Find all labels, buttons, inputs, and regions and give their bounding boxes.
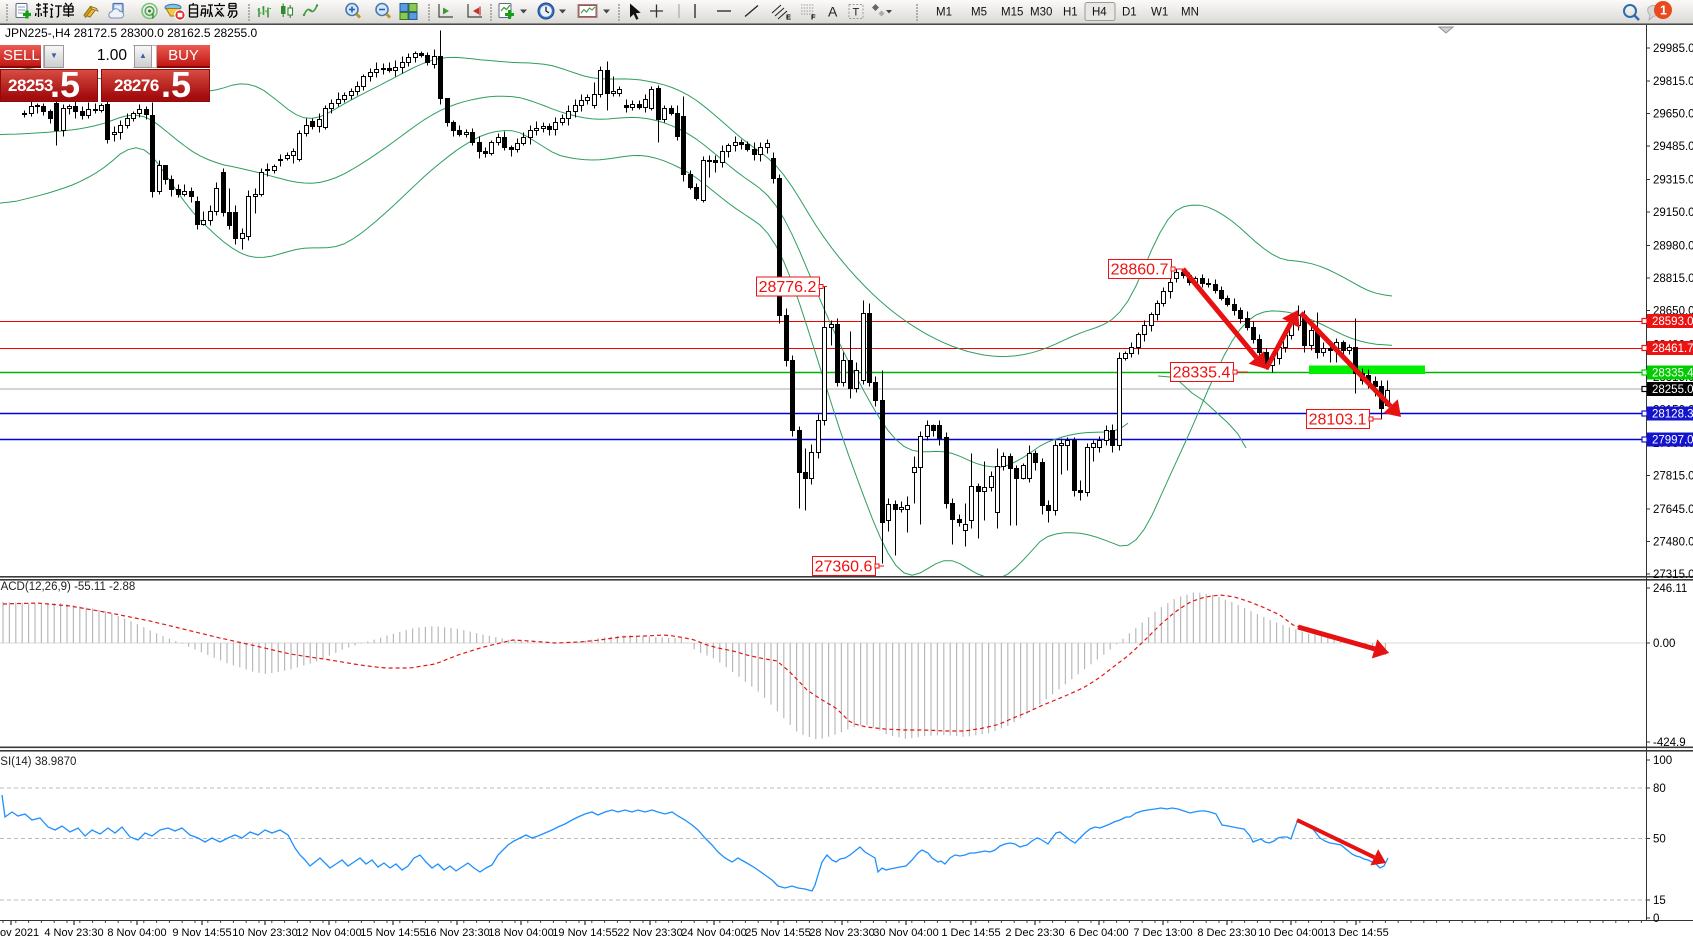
svg-text:W1: W1 xyxy=(1151,7,1168,19)
svg-text:13 Dec 14:55: 13 Dec 14:55 xyxy=(1323,927,1388,938)
svg-text:29650.0: 29650.0 xyxy=(1653,109,1693,121)
svg-text:28335.4: 28335.4 xyxy=(1173,365,1231,382)
svg-text:M1: M1 xyxy=(936,7,952,19)
svg-text:28255.0: 28255.0 xyxy=(1652,384,1693,396)
svg-text:M5: M5 xyxy=(971,7,987,19)
svg-text:16 Nov 23:30: 16 Nov 23:30 xyxy=(424,927,489,938)
svg-text:27480.0: 27480.0 xyxy=(1653,537,1693,549)
svg-text:8 Dec 23:30: 8 Dec 23:30 xyxy=(1197,927,1256,938)
svg-text:0: 0 xyxy=(1653,913,1659,925)
svg-text:18 Nov 04:00: 18 Nov 04:00 xyxy=(488,927,553,938)
svg-text:27997.0: 27997.0 xyxy=(1652,435,1693,447)
svg-text:RSI(14) 38.9870: RSI(14) 38.9870 xyxy=(0,756,76,768)
svg-text:29315.0: 29315.0 xyxy=(1653,175,1693,187)
svg-text:MACD(12,26,9) -55.11 -2.88: MACD(12,26,9) -55.11 -2.88 xyxy=(0,581,135,593)
svg-text:29815.0: 29815.0 xyxy=(1653,76,1693,88)
svg-text:100: 100 xyxy=(1653,755,1672,767)
svg-text:27815.0: 27815.0 xyxy=(1653,471,1693,483)
svg-text:2 Dec 23:30: 2 Dec 23:30 xyxy=(1005,927,1064,938)
svg-text:27315.0: 27315.0 xyxy=(1653,569,1693,581)
svg-text:15: 15 xyxy=(1653,895,1666,907)
svg-text:27360.6: 27360.6 xyxy=(815,559,873,576)
svg-text:28980.0: 28980.0 xyxy=(1653,241,1693,253)
svg-text:6 Dec 04:00: 6 Dec 04:00 xyxy=(1069,927,1128,938)
svg-text:9 Nov 14:55: 9 Nov 14:55 xyxy=(172,927,231,938)
svg-text:28860.7: 28860.7 xyxy=(1111,262,1169,279)
svg-text:1 Dec 14:55: 1 Dec 14:55 xyxy=(941,927,1000,938)
svg-text:M30: M30 xyxy=(1030,7,1052,19)
svg-text:15 Nov 14:55: 15 Nov 14:55 xyxy=(360,927,425,938)
svg-text:A: A xyxy=(828,4,838,20)
svg-text:50: 50 xyxy=(1653,834,1666,846)
svg-text:MN: MN xyxy=(1181,7,1199,19)
svg-text:3 Nov 2021: 3 Nov 2021 xyxy=(0,927,39,938)
svg-text:24 Nov 04:00: 24 Nov 04:00 xyxy=(681,927,746,938)
svg-text:28103.1: 28103.1 xyxy=(1309,412,1367,429)
svg-text:28335.4: 28335.4 xyxy=(1652,368,1693,380)
svg-text:M15: M15 xyxy=(1001,7,1023,19)
svg-text:29150.0: 29150.0 xyxy=(1653,207,1693,219)
svg-text:T: T xyxy=(853,7,860,19)
svg-text:12 Nov 04:00: 12 Nov 04:00 xyxy=(296,927,361,938)
svg-text:28128.3: 28128.3 xyxy=(1652,409,1693,421)
svg-text:4 Nov 23:30: 4 Nov 23:30 xyxy=(44,927,103,938)
svg-text:27645.0: 27645.0 xyxy=(1653,504,1693,516)
svg-text:0.00: 0.00 xyxy=(1653,638,1675,650)
svg-text:28461.7: 28461.7 xyxy=(1652,343,1693,355)
svg-text:10 Dec 04:00: 10 Dec 04:00 xyxy=(1258,927,1323,938)
svg-text:D1: D1 xyxy=(1122,7,1137,19)
svg-text:10 Nov 23:30: 10 Nov 23:30 xyxy=(232,927,297,938)
svg-text:80: 80 xyxy=(1653,783,1666,795)
svg-text:8 Nov 04:00: 8 Nov 04:00 xyxy=(107,927,166,938)
svg-text:246.11: 246.11 xyxy=(1653,583,1687,595)
svg-text:29985.0: 29985.0 xyxy=(1653,43,1693,55)
svg-text:-424.9: -424.9 xyxy=(1653,737,1686,749)
svg-text:22 Nov 23:30: 22 Nov 23:30 xyxy=(617,927,682,938)
svg-text:28 Nov 23:30: 28 Nov 23:30 xyxy=(809,927,874,938)
svg-text:H1: H1 xyxy=(1063,7,1078,19)
svg-text:30 Nov 04:00: 30 Nov 04:00 xyxy=(873,927,938,938)
svg-text:25 Nov 14:55: 25 Nov 14:55 xyxy=(745,927,810,938)
svg-text:F: F xyxy=(811,13,816,22)
svg-text:28815.0: 28815.0 xyxy=(1653,273,1693,285)
svg-text:7 Dec 13:00: 7 Dec 13:00 xyxy=(1133,927,1192,938)
svg-text:29485.0: 29485.0 xyxy=(1653,141,1693,153)
svg-text:28593.0: 28593.0 xyxy=(1652,316,1693,328)
svg-text:JPN225-,H4 28172.5 28300.0 28: JPN225-,H4 28172.5 28300.0 28162.5 28255… xyxy=(5,26,258,40)
svg-text:28776.2: 28776.2 xyxy=(759,279,817,296)
svg-text:19 Nov 14:55: 19 Nov 14:55 xyxy=(552,927,617,938)
svg-text:1: 1 xyxy=(1660,4,1667,18)
svg-text:E: E xyxy=(786,13,791,22)
svg-text:H4: H4 xyxy=(1092,7,1107,19)
